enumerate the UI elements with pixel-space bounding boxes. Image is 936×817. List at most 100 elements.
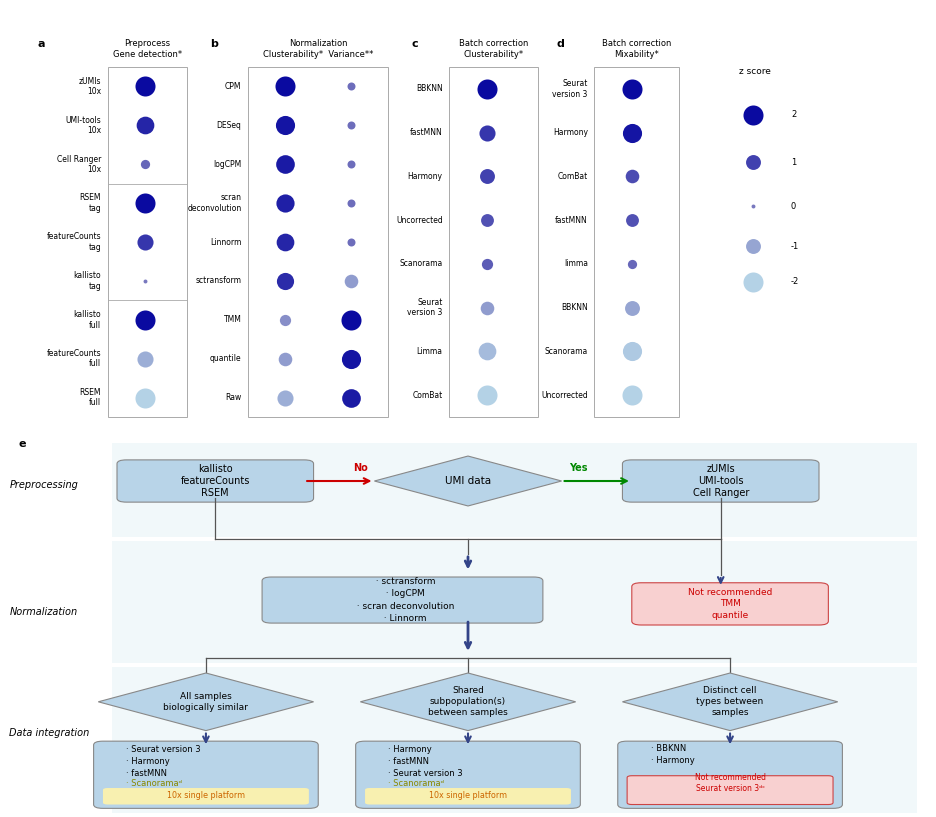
- FancyBboxPatch shape: [112, 541, 917, 663]
- Text: Shared
subpopulation(s)
between samples: Shared subpopulation(s) between samples: [428, 686, 508, 717]
- FancyBboxPatch shape: [112, 443, 917, 537]
- Text: BBKNN: BBKNN: [416, 84, 443, 93]
- Text: ARTICLES: ARTICLES: [833, 8, 929, 27]
- Point: [278, 158, 293, 171]
- Text: fastMNN: fastMNN: [410, 128, 443, 137]
- Text: TMM: TMM: [224, 315, 241, 324]
- Point: [479, 301, 494, 315]
- Point: [278, 391, 293, 404]
- FancyBboxPatch shape: [594, 67, 679, 417]
- Text: scran
deconvolution: scran deconvolution: [187, 194, 241, 212]
- Text: kallisto
tag: kallisto tag: [73, 271, 101, 291]
- FancyBboxPatch shape: [112, 667, 917, 813]
- Text: Harmony: Harmony: [408, 172, 443, 181]
- FancyBboxPatch shape: [262, 577, 543, 623]
- Text: DESeq: DESeq: [216, 121, 241, 130]
- Text: 10x single platform: 10x single platform: [429, 792, 507, 801]
- FancyBboxPatch shape: [618, 741, 842, 808]
- Point: [138, 275, 153, 288]
- Text: d: d: [557, 39, 564, 49]
- Text: -2: -2: [791, 277, 799, 286]
- FancyBboxPatch shape: [108, 67, 187, 417]
- Text: · BBKNN
· Harmony: · BBKNN · Harmony: [651, 744, 695, 766]
- FancyBboxPatch shape: [103, 788, 309, 805]
- Point: [138, 80, 153, 93]
- Text: · Scanoramaᵈ: · Scanoramaᵈ: [126, 779, 183, 788]
- Text: ComBat: ComBat: [413, 391, 443, 400]
- Text: Uncorrected: Uncorrected: [396, 216, 443, 225]
- Point: [344, 80, 358, 93]
- Text: · Harmony
· fastMNN
· Seurat version 3: · Harmony · fastMNN · Seurat version 3: [388, 745, 463, 778]
- Point: [278, 352, 293, 365]
- FancyBboxPatch shape: [627, 775, 833, 805]
- Text: limma: limma: [563, 260, 588, 269]
- Polygon shape: [98, 673, 314, 730]
- Text: zUMIs
UMI-tools
Cell Ranger: zUMIs UMI-tools Cell Ranger: [693, 463, 749, 498]
- Point: [624, 83, 639, 96]
- Point: [344, 391, 358, 404]
- Point: [479, 213, 494, 226]
- Point: [479, 83, 494, 96]
- Text: Not recommended
TMM
quantile: Not recommended TMM quantile: [688, 587, 772, 620]
- Point: [624, 213, 639, 226]
- Point: [138, 391, 153, 404]
- Point: [344, 235, 358, 248]
- FancyBboxPatch shape: [365, 788, 571, 805]
- Text: Not recommended
Seurat version 3ᵈᶜ: Not recommended Seurat version 3ᵈᶜ: [695, 773, 766, 793]
- Text: Limma: Limma: [417, 347, 443, 356]
- Point: [479, 170, 494, 183]
- Text: Seurat
version 3: Seurat version 3: [407, 298, 443, 317]
- Text: c: c: [412, 39, 418, 49]
- Point: [278, 235, 293, 248]
- Point: [479, 345, 494, 358]
- FancyBboxPatch shape: [622, 460, 819, 502]
- Text: featureCounts
tag: featureCounts tag: [47, 232, 101, 252]
- Point: [624, 301, 639, 315]
- Text: Distinct cell
types between
samples: Distinct cell types between samples: [696, 686, 764, 717]
- FancyBboxPatch shape: [632, 583, 828, 625]
- Text: Batch correction
Clusterability*: Batch correction Clusterability*: [459, 39, 529, 59]
- Text: sctransform: sctransform: [196, 276, 241, 285]
- Text: Uncorrected: Uncorrected: [541, 391, 588, 400]
- Point: [624, 126, 639, 139]
- Text: logCPM: logCPM: [213, 159, 241, 169]
- Text: · sctransform
  · logCPM
  · scran deconvolution
  · Linnorm: · sctransform · logCPM · scran deconvolu…: [351, 577, 454, 623]
- Point: [344, 158, 358, 171]
- Point: [479, 389, 494, 402]
- Text: NATURE BIOTECHNOLOGY: NATURE BIOTECHNOLOGY: [7, 11, 209, 25]
- Point: [138, 313, 153, 326]
- Point: [479, 126, 494, 139]
- Text: CPM: CPM: [225, 82, 241, 91]
- Text: fastMNN: fastMNN: [555, 216, 588, 225]
- Text: b: b: [211, 39, 218, 49]
- FancyBboxPatch shape: [248, 67, 388, 417]
- Point: [344, 118, 358, 132]
- Text: e: e: [19, 439, 26, 449]
- Text: zUMIs
10x: zUMIs 10x: [79, 77, 101, 96]
- Point: [624, 257, 639, 270]
- Text: Seurat
version 3: Seurat version 3: [552, 79, 588, 99]
- Text: All samples
biologically similar: All samples biologically similar: [164, 692, 248, 712]
- Text: 10x single platform: 10x single platform: [167, 792, 245, 801]
- Text: 2: 2: [791, 110, 797, 119]
- Text: · Scanoramaᵈ: · Scanoramaᵈ: [388, 779, 445, 788]
- Point: [138, 118, 153, 132]
- Point: [746, 239, 761, 252]
- Polygon shape: [374, 456, 562, 506]
- Point: [278, 118, 293, 132]
- Text: 0: 0: [791, 202, 797, 211]
- Point: [344, 313, 358, 326]
- Text: Raw: Raw: [226, 393, 241, 402]
- Point: [624, 170, 639, 183]
- Polygon shape: [360, 673, 576, 730]
- Point: [624, 389, 639, 402]
- Point: [278, 313, 293, 326]
- Text: Harmony: Harmony: [553, 128, 588, 137]
- Text: No: No: [353, 463, 368, 473]
- Text: -1: -1: [791, 242, 799, 251]
- Point: [138, 235, 153, 248]
- Text: quantile: quantile: [210, 355, 241, 364]
- Point: [344, 352, 358, 365]
- Point: [479, 257, 494, 270]
- Text: Normalization
Clusterability*  Variance**: Normalization Clusterability* Variance**: [263, 39, 373, 59]
